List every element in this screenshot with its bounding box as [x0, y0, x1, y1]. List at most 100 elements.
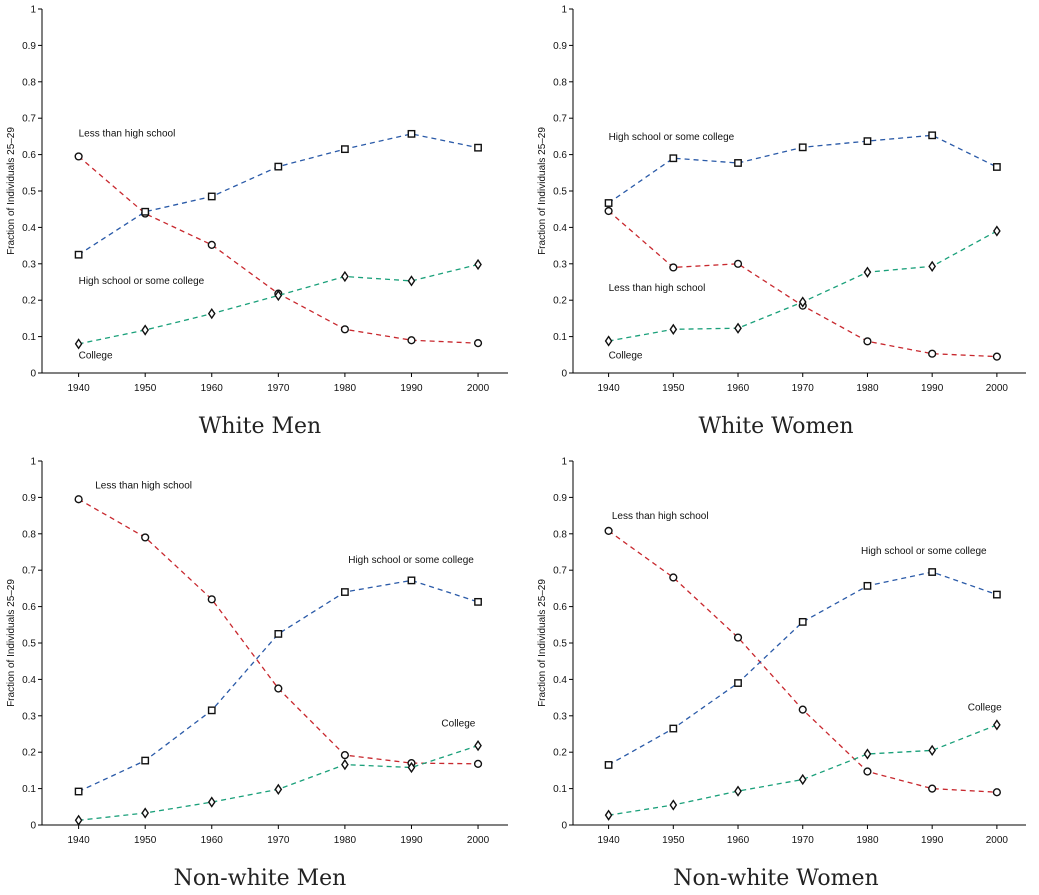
x-tick-label: 1970 — [792, 835, 815, 846]
point-high-school-or-some-college — [992, 590, 1001, 599]
series-line-college — [608, 724, 998, 816]
point-college — [669, 323, 678, 335]
x-tick-label: 1960 — [727, 383, 750, 394]
x-tick-label: 2000 — [467, 835, 490, 846]
y-tick-label: 0.6 — [553, 602, 567, 613]
chart-nonwhite-men: 0 0.1 0.2 0.3 0.4 0.5 0.6 0.7 0.8 0.9 1 1940 1950 196… — [6, 457, 508, 846]
y-tick-label: 0.7 — [553, 114, 567, 125]
series-line-high-school-or-some-college — [78, 133, 479, 256]
point-high-school-or-some-college — [669, 154, 678, 163]
point-high-school-or-some-college — [928, 568, 937, 576]
point-less-than-high-school — [928, 784, 937, 793]
series-line-less-than-high-school — [78, 155, 479, 344]
point-less-than-high-school — [207, 595, 216, 604]
point-college — [141, 324, 150, 336]
point-college — [604, 809, 613, 821]
y-tick-label: 0.4 — [553, 675, 567, 686]
point-high-school-or-some-college — [341, 145, 349, 154]
point-college — [993, 225, 1001, 237]
x-tick-label: 1990 — [400, 383, 423, 394]
y-tick-label: 0.4 — [22, 223, 36, 234]
y-tick-label: 0.1 — [22, 332, 36, 343]
point-college — [734, 322, 742, 334]
panel-nonwhite-women: 0 0.1 0.2 0.3 0.4 0.5 0.6 0.7 0.8 0.9 1 1940 1950 196… — [531, 452, 1039, 857]
annotation-college: College — [441, 719, 475, 730]
x-tick-label: 1980 — [334, 835, 357, 846]
point-college — [474, 258, 482, 271]
point-less-than-high-school — [207, 240, 216, 249]
x-tick-label: 1980 — [334, 383, 357, 394]
point-less-than-high-school — [669, 573, 678, 582]
y-tick-label: 0.5 — [553, 187, 567, 198]
point-high-school-or-some-college — [274, 629, 283, 638]
point-less-than-high-school — [407, 336, 416, 345]
point-college — [928, 744, 937, 757]
point-less-than-high-school — [733, 633, 743, 642]
point-high-school-or-some-college — [604, 761, 613, 769]
y-tick-label: 0.8 — [553, 529, 567, 540]
point-college — [863, 748, 872, 760]
x-tick-label: 1970 — [792, 383, 815, 394]
annotation-less-than-high-school: Less than high school — [95, 480, 192, 491]
point-college — [141, 807, 150, 819]
annotation-high-school-or-some-college: High school or some college — [348, 555, 474, 566]
y-tick-label: 0.7 — [553, 566, 567, 577]
point-less-than-high-school — [74, 495, 83, 504]
y-tick-label: 0.6 — [553, 150, 567, 161]
point-high-school-or-some-college — [74, 250, 83, 259]
y-tick-label: 0.9 — [553, 41, 567, 52]
point-high-school-or-some-college — [928, 131, 937, 140]
y-tick-label: 0 — [561, 821, 567, 832]
point-less-than-high-school — [669, 263, 678, 272]
point-less-than-high-school — [863, 767, 872, 776]
y-tick-label: 1 — [30, 5, 36, 16]
x-tick-label: 1990 — [400, 835, 423, 846]
point-less-than-high-school — [473, 339, 483, 348]
point-college — [207, 308, 216, 320]
point-college — [407, 761, 416, 774]
x-tick-label: 2000 — [986, 835, 1009, 846]
point-college — [341, 758, 349, 771]
point-high-school-or-some-college — [798, 617, 807, 626]
point-high-school-or-some-college — [474, 143, 482, 152]
y-axis-label: Fraction of Individuals 25–29 — [537, 127, 548, 255]
annotation-college: College — [968, 702, 1002, 713]
point-less-than-high-school — [992, 788, 1001, 797]
point-less-than-high-school — [340, 325, 350, 334]
point-less-than-high-school — [74, 152, 83, 161]
point-less-than-high-school — [604, 206, 613, 216]
point-high-school-or-some-college — [407, 576, 416, 585]
point-college — [74, 814, 83, 826]
panel-title-nonwhite-men: Non-white Men — [173, 866, 347, 891]
annotation-high-school-or-some-college: High school or some college — [861, 546, 987, 557]
x-tick-label: 1960 — [201, 835, 224, 846]
y-axis-label: Fraction of Individuals 25–29 — [537, 579, 548, 707]
chart-white-women: 0 0.1 0.2 0.3 0.4 0.5 0.6 0.7 0.8 0.9 1 1940 1950 196… — [537, 5, 1026, 394]
x-tick-label: 2000 — [467, 383, 490, 394]
x-tick-label: 1970 — [267, 835, 290, 846]
x-tick-label: 1960 — [727, 835, 750, 846]
series-line-high-school-or-some-college — [608, 571, 998, 766]
y-tick-label: 0.2 — [553, 296, 567, 307]
y-tick-label: 0.3 — [553, 259, 567, 270]
point-high-school-or-some-college — [474, 597, 482, 606]
panel-white-men: 0 0.1 0.2 0.3 0.4 0.5 0.6 0.7 0.8 0.9 1 1940 1950 196… — [0, 0, 520, 405]
point-college — [74, 338, 83, 350]
x-tick-label: 1950 — [662, 835, 685, 846]
y-tick-label: 0.1 — [553, 332, 567, 343]
panel-title-white-men: White Men — [198, 414, 322, 439]
y-tick-label: 0.1 — [22, 784, 36, 795]
point-college — [341, 270, 349, 283]
annotation-less-than-high-school: Less than high school — [609, 283, 706, 294]
x-tick-label: 1950 — [134, 383, 157, 394]
x-tick-label: 1950 — [134, 835, 157, 846]
panel-white-women: 0 0.1 0.2 0.3 0.4 0.5 0.6 0.7 0.8 0.9 1 1940 1950 196… — [531, 0, 1039, 405]
point-high-school-or-some-college — [407, 129, 416, 138]
y-tick-label: 0.9 — [553, 493, 567, 504]
point-college — [734, 785, 742, 797]
annotation-high-school-or-some-college: High school or some college — [79, 276, 205, 287]
y-tick-label: 0.9 — [22, 41, 36, 52]
chart-nonwhite-women: 0 0.1 0.2 0.3 0.4 0.5 0.6 0.7 0.8 0.9 1 1940 1950 196… — [537, 457, 1026, 846]
annotation-college: College — [609, 350, 643, 361]
